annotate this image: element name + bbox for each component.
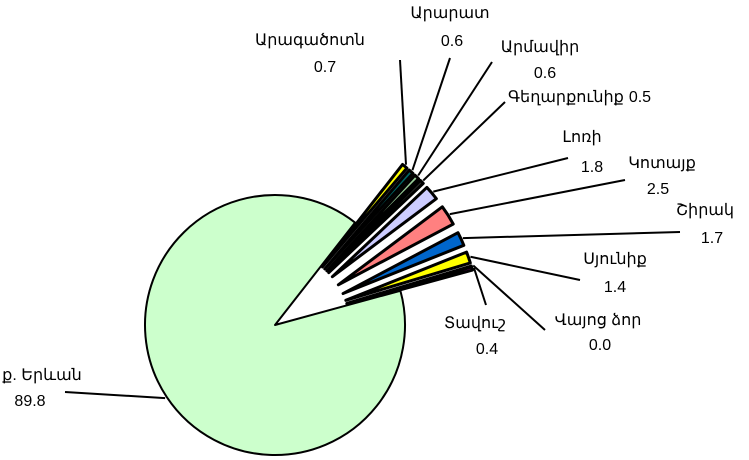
value-label: 0.6: [534, 65, 556, 82]
leader-line: [470, 255, 581, 281]
value-label: 2.5: [647, 181, 669, 198]
value-label: 0.7: [314, 59, 336, 76]
category-label: Վայոց ձոր: [555, 312, 642, 329]
value-label: 0.4: [476, 341, 498, 358]
leader-line: [411, 57, 451, 171]
pie-slice: [345, 265, 474, 306]
leader-line: [399, 59, 407, 165]
category-label: Արմավիր: [501, 39, 580, 56]
category-label: Տավուշ: [444, 315, 506, 332]
value-label: 89.8: [14, 393, 45, 410]
pie-slice: [323, 168, 415, 271]
slice-label: Գեղարքունիք 0.5: [508, 89, 651, 106]
category-label: Արարատ: [410, 5, 489, 22]
pie-slice: [336, 205, 455, 287]
value-label: 1.7: [701, 230, 723, 247]
pie-slice: [341, 231, 466, 296]
value-label: 1.4: [604, 279, 626, 296]
pie-slice: [327, 178, 425, 275]
pie-slice: [344, 250, 472, 302]
category-label: Արագածոտն: [255, 32, 365, 49]
pie-slice: [330, 185, 438, 279]
category-label: Լոռի: [562, 129, 601, 146]
pie-slice: [144, 194, 406, 456]
leader-line: [462, 231, 681, 240]
leader-line: [472, 264, 546, 331]
leader-line: [473, 267, 487, 306]
pie-slice: [320, 162, 409, 269]
leader-line: [449, 179, 626, 216]
value-label: 1.8: [581, 159, 603, 176]
value-label: 0.0: [589, 337, 611, 354]
value-label: 0.5: [629, 89, 651, 106]
leader-line: [433, 157, 569, 193]
category-label: ք. Երևան: [2, 367, 82, 384]
category-label: Գեղարքունիք: [508, 89, 624, 106]
category-label: Կոտայք: [628, 155, 696, 172]
pie-slice: [325, 173, 421, 273]
leader-line: [417, 61, 493, 177]
category-label: Շիրակ: [676, 202, 734, 219]
leader-line: [64, 391, 166, 400]
value-label: 0.6: [441, 33, 463, 50]
leader-line: [422, 101, 506, 182]
category-label: Սյունիք: [583, 251, 647, 268]
